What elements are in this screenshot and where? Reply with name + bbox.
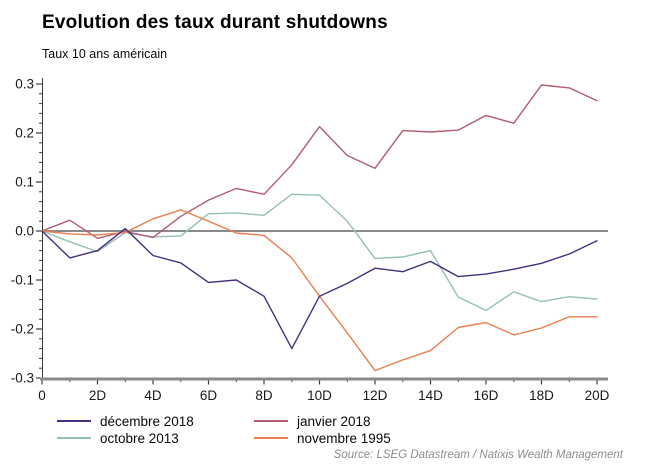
y-tick-label: -0.2	[11, 322, 34, 337]
chart-title: Evolution des taux durant shutdowns	[42, 12, 388, 33]
x-tick-label: 4D	[144, 388, 162, 403]
x-tick-label: 8D	[255, 388, 273, 403]
legend-swatch-janvier-2018	[254, 420, 288, 422]
legend-label-octobre-2013: octobre 2013	[100, 430, 179, 446]
legend-label-novembre-1995: novembre 1995	[297, 430, 391, 446]
series-line-0	[41, 227, 598, 350]
legend-swatch-decembre-2018	[57, 420, 91, 422]
y-tick-label: 0.3	[15, 77, 34, 92]
legend-item-decembre-2018: décembre 2018	[57, 413, 194, 429]
x-axis: 0 2D 4D 6D 8D 10D 12D 14D 16D 18D 20D	[38, 379, 610, 403]
legend-label-janvier-2018: janvier 2018	[297, 413, 371, 429]
y-tick-label: -0.1	[11, 273, 34, 288]
x-tick-label: 18D	[529, 388, 554, 403]
x-tick-label: 20D	[585, 388, 610, 403]
source-note: Source: LSEG Datastream / Natixis Wealth…	[333, 449, 623, 461]
y-axis: 0.3 0.2 0.1 0.0 -0.1 -0.2 -0.3	[11, 77, 42, 386]
x-tick-label: 6D	[200, 388, 218, 403]
series-line-1	[41, 193, 598, 312]
legend-item-novembre-1995: novembre 1995	[254, 430, 391, 446]
x-tick-label: 16D	[474, 388, 499, 403]
x-tick-label: 10D	[307, 388, 332, 403]
y-axis-minor-ticks	[39, 93, 42, 369]
x-tick-label: 0	[38, 388, 46, 403]
series-line-2	[41, 84, 598, 240]
chart-subtitle: Taux 10 ans américain	[42, 47, 168, 61]
y-tick-label: 0.1	[15, 175, 34, 190]
y-tick-label: -0.3	[11, 371, 34, 386]
series-line-3	[41, 209, 598, 372]
x-tick-label: 14D	[418, 388, 443, 403]
y-tick-label: 0.0	[15, 224, 34, 239]
legend-item-octobre-2013: octobre 2013	[57, 430, 179, 446]
x-tick-label: 12D	[363, 388, 388, 403]
legend-swatch-novembre-1995	[254, 437, 288, 439]
legend-swatch-octobre-2013	[57, 437, 91, 439]
legend-item-janvier-2018: janvier 2018	[254, 413, 371, 429]
legend-label-decembre-2018: décembre 2018	[100, 413, 194, 429]
y-tick-label: 0.2	[15, 126, 34, 141]
x-tick-label: 2D	[89, 388, 107, 403]
